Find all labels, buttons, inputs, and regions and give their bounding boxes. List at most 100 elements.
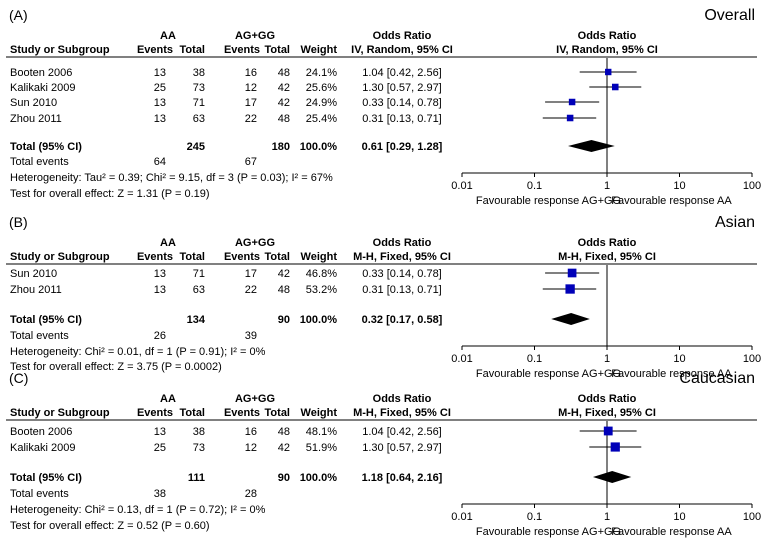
weight-value: 25.4% [306, 113, 337, 125]
total-label: Total (95% CI) [10, 472, 82, 484]
or-ci-value: 1.30 [0.57, 2.97] [362, 442, 442, 454]
x-axis-tick-label: 10 [673, 511, 685, 523]
total-events1: 64 [154, 156, 166, 168]
weight-value: 48.1% [306, 426, 337, 438]
events1-header: Events [137, 251, 173, 263]
total1-value: 63 [193, 284, 205, 296]
total1-header: Total [180, 44, 205, 56]
events1-value: 13 [154, 284, 166, 296]
total2-sum: 90 [278, 472, 290, 484]
or-ci-value: 1.04 [0.42, 2.56] [362, 426, 442, 438]
events2-header: Events [224, 251, 260, 263]
or-table-header: Odds Ratio [373, 30, 432, 42]
x-axis-tick-label: 0.01 [451, 353, 472, 365]
x-axis-tick-label: 0.1 [527, 180, 542, 192]
favours-left-label: Favourable response AG+GG [476, 195, 621, 207]
total2-sum: 90 [278, 314, 290, 326]
total1-value: 63 [193, 113, 205, 125]
point-estimate-square [610, 442, 620, 452]
group1-header: AA [160, 237, 176, 249]
study-header: Study or Subgroup [10, 251, 110, 263]
panel-label: (C) [9, 370, 28, 386]
panel-title: Overall [704, 7, 755, 24]
weight-header: Weight [301, 407, 338, 419]
total1-value: 73 [193, 82, 205, 94]
events1-header: Events [137, 407, 173, 419]
total2-value: 42 [278, 97, 290, 109]
x-axis-tick-label: 0.1 [527, 353, 542, 365]
group2-header: AG+GG [235, 30, 275, 42]
favours-left-label: Favourable response AG+GG [476, 368, 621, 380]
total1-header: Total [180, 407, 205, 419]
point-estimate-square [568, 98, 576, 106]
overall-effect-text: Test for overall effect: Z = 3.75 (P = 0… [10, 361, 222, 373]
total2-header: Total [265, 251, 290, 263]
study-name: Zhou 2011 [10, 284, 62, 296]
or-table-header: Odds Ratio [373, 393, 432, 405]
total1-sum: 111 [188, 472, 205, 484]
favours-right-label: Favourable response AA [611, 368, 732, 380]
total-weight: 100.0% [300, 141, 338, 153]
favours-left-label: Favourable response AG+GG [476, 526, 621, 538]
total2-value: 42 [278, 442, 290, 454]
weight-value: 46.8% [306, 268, 337, 280]
events2-value: 16 [245, 67, 257, 79]
group1-header: AA [160, 30, 176, 42]
events2-header: Events [224, 44, 260, 56]
total-or-ci: 0.32 [0.17, 0.58] [362, 314, 443, 326]
total-events2: 67 [245, 156, 257, 168]
method-header: M-H, Fixed, 95% CI [353, 251, 451, 263]
x-axis-tick-label: 10 [673, 180, 685, 192]
x-axis-tick-label: 0.1 [527, 511, 542, 523]
study-name: Kalikaki 2009 [10, 442, 75, 454]
panel-label: (A) [9, 7, 28, 23]
pooled-diamond [568, 140, 615, 152]
total-or-ci: 0.61 [0.29, 1.28] [362, 141, 443, 153]
point-estimate-square [603, 426, 613, 436]
events2-value: 16 [245, 426, 257, 438]
total-events2: 28 [245, 488, 257, 500]
total-events-label: Total events [10, 488, 69, 500]
x-axis-tick-label: 1 [604, 511, 610, 523]
events1-value: 13 [154, 67, 166, 79]
events1-value: 25 [154, 82, 166, 94]
point-estimate-square [567, 268, 577, 278]
x-axis-tick-label: 10 [673, 353, 685, 365]
or-plot-header: Odds Ratio [578, 237, 637, 249]
total1-value: 38 [193, 426, 205, 438]
weight-value: 24.9% [306, 97, 337, 109]
total2-value: 42 [278, 268, 290, 280]
or-ci-value: 0.31 [0.13, 0.71] [362, 284, 442, 296]
or-plot-header: Odds Ratio [578, 393, 637, 405]
study-name: Sun 2010 [10, 268, 57, 280]
total2-value: 48 [278, 284, 290, 296]
overall-effect-text: Test for overall effect: Z = 1.31 (P = 0… [10, 188, 210, 200]
total-weight: 100.0% [300, 472, 338, 484]
total2-value: 48 [278, 113, 290, 125]
events2-value: 22 [245, 284, 257, 296]
or-ci-value: 1.30 [0.57, 2.97] [362, 82, 442, 94]
x-axis-tick-label: 0.01 [451, 180, 472, 192]
total2-value: 42 [278, 82, 290, 94]
total-or-ci: 1.18 [0.64, 2.16] [362, 472, 443, 484]
heterogeneity-text: Heterogeneity: Tau² = 0.39; Chi² = 9.15,… [10, 172, 333, 184]
total2-value: 48 [278, 426, 290, 438]
total1-value: 38 [193, 67, 205, 79]
study-header: Study or Subgroup [10, 407, 110, 419]
total-events1: 38 [154, 488, 166, 500]
or-ci-value: 0.31 [0.13, 0.71] [362, 113, 442, 125]
method-header: IV, Random, 95% CI [351, 44, 453, 56]
weight-header: Weight [301, 44, 338, 56]
study-name: Booten 2006 [10, 426, 72, 438]
method-plot-header: M-H, Fixed, 95% CI [558, 407, 656, 419]
method-plot-header: IV, Random, 95% CI [556, 44, 658, 56]
events1-header: Events [137, 44, 173, 56]
study-name: Kalikaki 2009 [10, 82, 75, 94]
panel-title: Asian [715, 214, 755, 231]
events2-value: 22 [245, 113, 257, 125]
or-ci-value: 1.04 [0.42, 2.56] [362, 67, 442, 79]
events2-value: 17 [245, 268, 257, 280]
or-plot-header: Odds Ratio [578, 30, 637, 42]
point-estimate-square [565, 284, 575, 294]
